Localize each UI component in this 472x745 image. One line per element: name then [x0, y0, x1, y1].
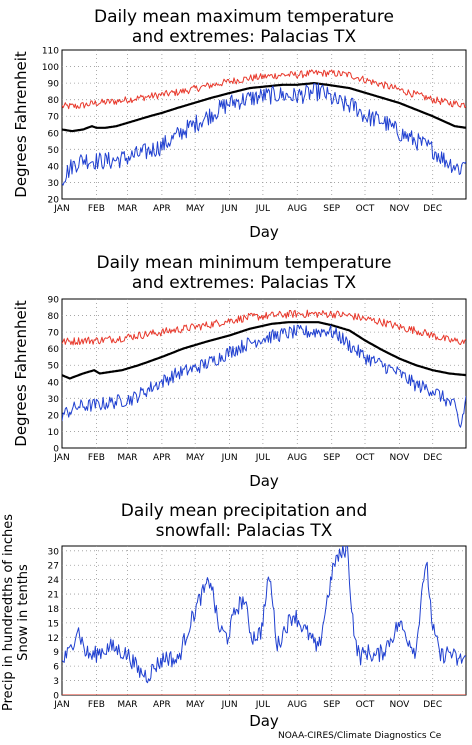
x-tick-label: JAN	[53, 453, 69, 463]
y-tick-label: 110	[42, 47, 59, 57]
credit-text: NOAA-CIRES/Climate Diagnostics Ce	[278, 731, 442, 741]
chart-title-line-1: Daily mean minimum temperature	[97, 253, 392, 273]
y-tick-label: 40	[48, 162, 60, 172]
y-tick-label: 70	[48, 329, 60, 339]
x-tick-label: JUL	[255, 204, 270, 214]
series-line-mean	[62, 81, 466, 133]
y-tick-label: 30	[48, 395, 60, 405]
x-tick-label: AUG	[287, 700, 307, 710]
x-tick-label: DEC	[423, 204, 442, 214]
y-tick-label: 90	[48, 296, 60, 306]
y-tick-label: 100	[42, 63, 59, 73]
x-tick-label: AUG	[287, 204, 307, 214]
x-tick-label: APR	[153, 453, 171, 463]
y-tick-label: 6	[53, 663, 59, 673]
x-tick-label: DEC	[423, 700, 442, 710]
x-tick-label: AUG	[287, 453, 307, 463]
y-tick-label: 30	[48, 179, 60, 189]
x-axis-label: Day	[249, 223, 279, 241]
x-tick-label: JUN	[221, 453, 238, 463]
x-tick-label: JUL	[255, 453, 270, 463]
y-tick-label: 20	[48, 411, 60, 421]
chart-title-line-2: and extremes: Palacias TX	[132, 273, 357, 293]
y-tick-label: 0	[53, 445, 59, 455]
y-axis-label-line-1: Precip in hundredths of inches	[1, 514, 16, 711]
x-tick-label: NOV	[389, 453, 410, 463]
y-tick-label: 80	[48, 312, 60, 322]
series-line-mean	[62, 321, 466, 380]
plot-area	[61, 545, 467, 696]
y-axis-label: Degrees Fahrenheit	[12, 51, 30, 198]
y-tick-label: 24	[48, 576, 60, 586]
series-line-record-low	[62, 83, 466, 186]
y-tick-label: 0	[53, 692, 59, 702]
x-tick-label: MAY	[186, 204, 205, 214]
x-axis-label: Day	[249, 472, 279, 490]
plot-area	[61, 298, 467, 449]
x-tick-label: MAY	[186, 453, 205, 463]
x-tick-label: FEB	[88, 700, 105, 710]
x-tick-label: JUL	[255, 700, 270, 710]
y-tick-label: 18	[48, 605, 60, 615]
y-tick-label: 70	[48, 113, 60, 123]
series-line-precipitation	[62, 546, 466, 684]
y-tick-label: 21	[48, 591, 59, 601]
y-axis-label: Degrees Fahrenheit	[12, 300, 30, 447]
x-tick-label: NOV	[389, 700, 410, 710]
x-tick-label: MAR	[117, 700, 137, 710]
x-tick-label: OCT	[356, 453, 375, 463]
x-tick-label: APR	[153, 700, 171, 710]
y-axis-label-line-2: Snow in tenths	[16, 564, 31, 661]
y-tick-label: 12	[48, 634, 59, 644]
x-tick-label: APR	[153, 204, 171, 214]
chart-title-line-1: Daily mean precipitation and	[121, 501, 368, 521]
plot-area	[61, 49, 467, 200]
x-tick-label: JAN	[53, 204, 69, 214]
chart-title-line-2: snowfall: Palacias TX	[156, 521, 333, 541]
x-tick-label: OCT	[356, 204, 375, 214]
y-tick-label: 3	[53, 677, 59, 687]
y-tick-label: 9	[53, 648, 59, 658]
x-tick-label: JUN	[221, 204, 238, 214]
y-tick-label: 10	[48, 428, 60, 438]
y-tick-label: 27	[48, 562, 59, 572]
y-tick-label: 90	[48, 80, 60, 90]
y-tick-label: 60	[48, 129, 60, 139]
x-tick-label: FEB	[88, 453, 105, 463]
x-tick-label: SEP	[323, 453, 340, 463]
chart-title-line-1: Daily mean maximum temperature	[94, 7, 394, 27]
y-tick-label: 30	[48, 547, 60, 557]
x-tick-label: MAR	[117, 453, 137, 463]
y-tick-label: 80	[48, 96, 60, 106]
chart-title-line-2: and extremes: Palacias TX	[132, 27, 357, 47]
x-tick-label: FEB	[88, 204, 105, 214]
x-tick-label: MAR	[117, 204, 137, 214]
y-tick-label: 50	[48, 362, 60, 372]
x-tick-label: JUN	[221, 700, 238, 710]
x-tick-label: DEC	[423, 453, 442, 463]
y-tick-label: 40	[48, 378, 60, 388]
x-tick-label: JAN	[53, 700, 69, 710]
x-tick-label: SEP	[323, 204, 340, 214]
series-line-record-high	[62, 309, 466, 346]
y-tick-label: 50	[48, 146, 60, 156]
series-line-record-high	[62, 69, 466, 110]
y-tick-label: 15	[48, 619, 59, 629]
x-tick-label: NOV	[389, 204, 410, 214]
x-tick-label: SEP	[323, 700, 340, 710]
x-tick-label: OCT	[356, 700, 375, 710]
x-tick-label: MAY	[186, 700, 205, 710]
y-tick-label: 20	[48, 196, 60, 206]
series-line-record-low	[62, 324, 466, 428]
x-axis-label: Day	[249, 712, 279, 730]
y-tick-label: 60	[48, 345, 60, 355]
